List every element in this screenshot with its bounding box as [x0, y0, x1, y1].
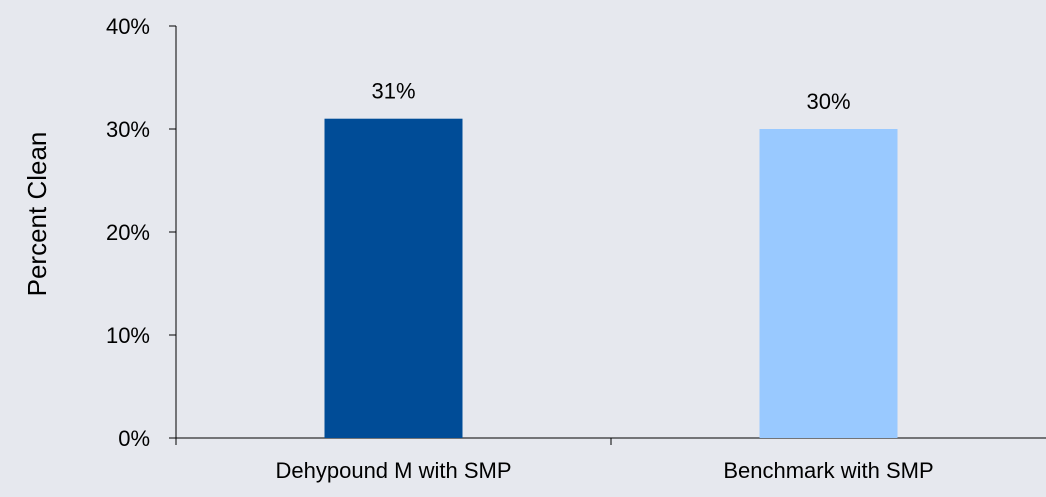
bars [325, 119, 898, 438]
y-tick-label: 40% [106, 14, 150, 39]
x-category-label: Benchmark with SMP [723, 458, 933, 483]
data-label: 31% [371, 79, 415, 104]
bar [760, 129, 898, 438]
x-axis: Dehypound M with SMP Benchmark with SMP [176, 438, 1046, 483]
y-tick-label: 0% [118, 426, 150, 451]
data-labels: 31% 30% [371, 79, 850, 114]
y-tick-label: 30% [106, 117, 150, 142]
bar [325, 119, 463, 438]
y-tick-label: 10% [106, 323, 150, 348]
y-tick-label: 20% [106, 220, 150, 245]
y-axis: 0% 10% 20% 30% 40% [106, 14, 176, 451]
data-label: 30% [806, 89, 850, 114]
x-category-label: Dehypound M with SMP [276, 458, 512, 483]
y-axis-title: Percent Clean [22, 132, 52, 297]
